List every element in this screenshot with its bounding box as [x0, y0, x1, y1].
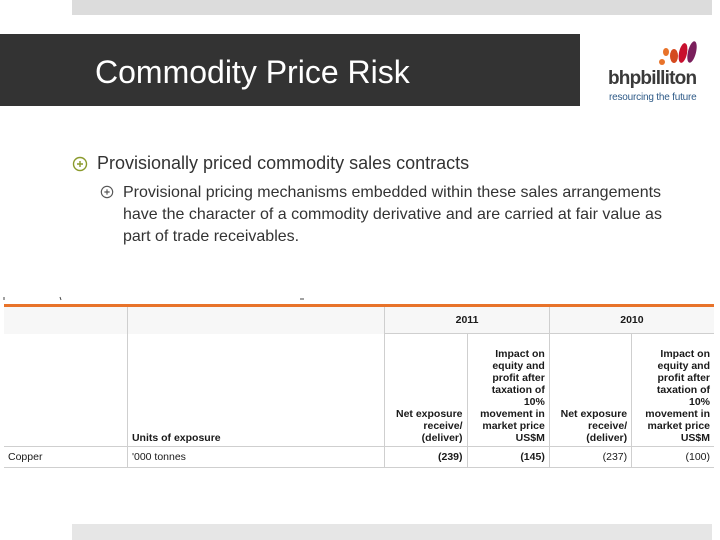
year-header: 2010 — [548, 307, 714, 334]
bullet-target-icon — [72, 156, 88, 172]
scan-marks — [3, 296, 304, 301]
table-row: Copper '000 tonnes (239) (145) (237) (10… — [4, 446, 714, 468]
table-cell: '000 tonnes — [126, 446, 385, 468]
year-header: 2011 — [384, 307, 550, 334]
table-header-row: Units of exposure Net exposure receive/ … — [4, 333, 714, 447]
table-top-rule — [4, 304, 714, 307]
table-year-row: 2011 2010 — [4, 307, 714, 334]
exposure-table: 2011 2010 Units of exposure Net exposure… — [4, 304, 714, 468]
bullet-level-1: Provisionally priced commodity sales con… — [72, 152, 692, 174]
bullet-target-icon — [100, 185, 114, 199]
column-header: Net exposure receive/ (deliver) — [548, 333, 632, 447]
table-cell: Copper — [4, 446, 128, 468]
title-band — [0, 34, 580, 106]
column-header: Net exposure receive/ (deliver) — [384, 333, 468, 447]
column-header: Impact on equity and profit after taxati… — [631, 333, 714, 447]
bottom-decor-bar — [72, 524, 712, 540]
table-cell: (145) — [466, 446, 550, 468]
logo-mark-icon — [659, 41, 697, 65]
column-header: Units of exposure — [126, 333, 385, 447]
table-cell: (100) — [631, 446, 714, 468]
bullet-text: Provisionally priced commodity sales con… — [97, 153, 470, 173]
logo-wordmark: bhpbilliton — [608, 68, 697, 89]
bullet-text: Provisional pricing mechanisms embedded … — [123, 184, 662, 245]
bhp-billiton-logo: bhpbilliton resourcing the future — [604, 38, 704, 106]
logo-tagline: resourcing the future — [609, 92, 697, 103]
slide-title: Commodity Price Risk — [95, 54, 410, 90]
bullet-level-2: Provisional pricing mechanisms embedded … — [100, 182, 690, 248]
table-cell: (237) — [548, 446, 632, 468]
column-header: Impact on equity and profit after taxati… — [466, 333, 550, 447]
table-cell: (239) — [384, 446, 468, 468]
top-decor-bar — [72, 0, 712, 15]
